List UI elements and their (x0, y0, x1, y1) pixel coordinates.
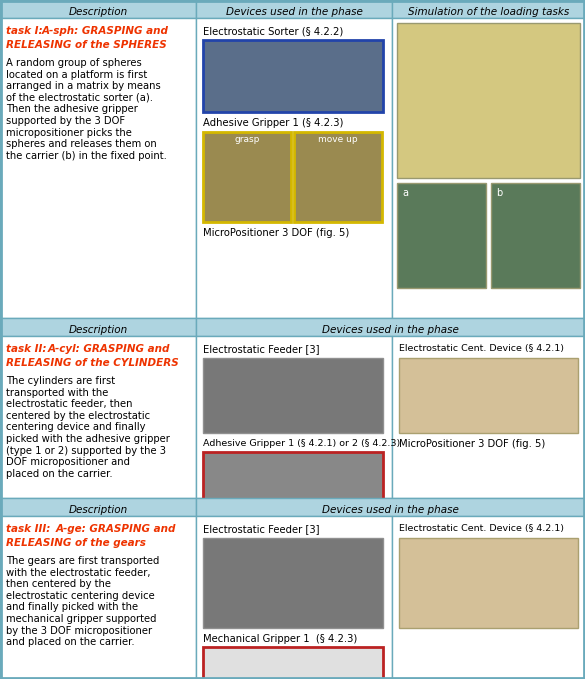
Text: Description: Description (68, 325, 128, 335)
Bar (0, 516, 196, 679)
Bar (196, 318, 585, 336)
Text: b: b (496, 188, 502, 198)
Text: A-ge: GRASPING and: A-ge: GRASPING and (56, 524, 176, 534)
Bar (397, 23, 580, 178)
Text: Electrostatic Cent. Device (§ 4.2.1): Electrostatic Cent. Device (§ 4.2.1) (399, 524, 564, 533)
Text: A-cyl: GRASPING and: A-cyl: GRASPING and (48, 344, 170, 354)
Bar (294, 132, 382, 222)
Bar (399, 538, 578, 628)
Text: Adhesive Gripper 1 (§ 4.2.3): Adhesive Gripper 1 (§ 4.2.3) (203, 118, 343, 128)
Bar (196, 336, 392, 498)
Text: Mechanical Gripper 1  (§ 4.2.3): Mechanical Gripper 1 (§ 4.2.3) (203, 634, 357, 644)
Bar (491, 183, 580, 288)
Bar (196, 0, 392, 18)
Bar (196, 516, 392, 679)
Text: MicroPositioner 3 DOF (fig. 5): MicroPositioner 3 DOF (fig. 5) (399, 439, 545, 449)
Text: grasp: grasp (234, 135, 260, 144)
Bar (392, 18, 585, 318)
Bar (0, 318, 196, 336)
Bar (392, 0, 585, 18)
Text: task I:: task I: (6, 26, 43, 36)
Text: RELEASING of the gears: RELEASING of the gears (6, 538, 146, 548)
Text: Electrostatic Sorter (§ 4.2.2): Electrostatic Sorter (§ 4.2.2) (203, 26, 343, 36)
Text: MicroPositioner 3 DOF (fig. 5): MicroPositioner 3 DOF (fig. 5) (203, 228, 349, 238)
Bar (0, 0, 196, 18)
Text: Simulation of the loading tasks: Simulation of the loading tasks (408, 7, 569, 17)
Text: RELEASING of the CYLINDERS: RELEASING of the CYLINDERS (6, 358, 179, 368)
Text: task II:: task II: (6, 344, 46, 354)
Bar (196, 498, 585, 516)
Text: The gears are first transported
with the electrostatic feeder,
then centered by : The gears are first transported with the… (6, 556, 159, 647)
Text: Electrostatic Feeder [3]: Electrostatic Feeder [3] (203, 344, 319, 354)
Text: Devices used in the phase: Devices used in the phase (226, 7, 362, 17)
Text: A random group of spheres
located on a platform is first
arranged in a matrix by: A random group of spheres located on a p… (6, 58, 167, 161)
Bar (0, 336, 196, 498)
Bar (0, 18, 196, 318)
Bar (203, 132, 291, 222)
Bar (203, 40, 383, 112)
Bar (203, 647, 383, 679)
Text: Description: Description (68, 505, 128, 515)
Bar (399, 358, 578, 433)
Bar (203, 452, 383, 507)
Bar (392, 336, 585, 498)
Bar (196, 18, 392, 318)
Bar (392, 516, 585, 679)
Text: Adhesive Gripper 1 (§ 4.2.1) or 2 (§ 4.2.3): Adhesive Gripper 1 (§ 4.2.1) or 2 (§ 4.2… (203, 439, 400, 448)
Text: A-sph: GRASPING and: A-sph: GRASPING and (42, 26, 169, 36)
Bar (0, 498, 196, 516)
Text: Devices used in the phase: Devices used in the phase (322, 325, 459, 335)
Text: Electrostatic Cent. Device (§ 4.2.1): Electrostatic Cent. Device (§ 4.2.1) (399, 344, 564, 353)
Text: Electrostatic Feeder [3]: Electrostatic Feeder [3] (203, 524, 319, 534)
Text: Devices used in the phase: Devices used in the phase (322, 505, 459, 515)
Bar (203, 538, 383, 628)
Bar (397, 183, 486, 288)
Text: Description: Description (68, 7, 128, 17)
Bar (203, 358, 383, 433)
Text: RELEASING of the SPHERES: RELEASING of the SPHERES (6, 40, 167, 50)
Bar (0, 516, 585, 679)
Text: move up: move up (318, 135, 358, 144)
Text: task III:: task III: (6, 524, 50, 534)
Text: a: a (402, 188, 408, 198)
Text: The cylinders are first
transported with the
electrostatic feeder, then
centered: The cylinders are first transported with… (6, 376, 170, 479)
